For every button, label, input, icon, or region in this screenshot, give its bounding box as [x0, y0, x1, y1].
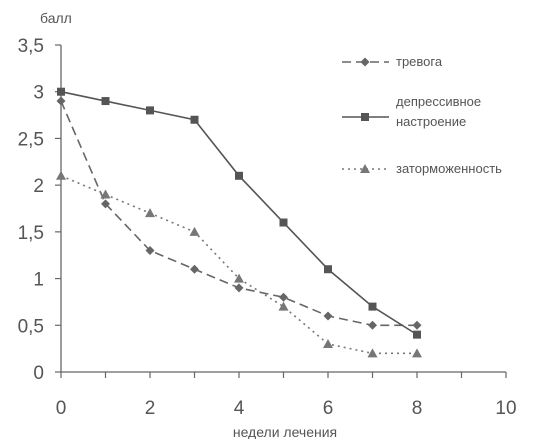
data-point-marker — [146, 106, 154, 115]
data-point-marker — [413, 330, 421, 339]
y-tick-label: 0,5 — [18, 316, 44, 337]
legend: тревога депрессивное настроение заторможенн… — [342, 54, 502, 176]
data-point-marker — [56, 96, 66, 106]
legend-item-2: депрессивное настроение — [342, 94, 481, 129]
y-axis-title: балл — [40, 10, 72, 26]
data-point-marker — [57, 87, 65, 96]
series-1 — [56, 96, 422, 330]
data-point-marker — [368, 320, 377, 330]
data-point-marker — [235, 171, 243, 180]
data-point-marker — [323, 338, 333, 348]
data-point-marker — [145, 246, 155, 256]
legend-label: настроение — [396, 114, 466, 129]
legend-swatch-marker — [361, 113, 369, 121]
y-tick-label: 0 — [33, 363, 44, 384]
legend-item-3: заторможенность — [342, 161, 502, 176]
y-tick-label: 3,5 — [18, 36, 44, 57]
data-point-marker — [100, 189, 111, 199]
tick-labels: 0 0,5 1 1,5 2 2,5 3 3,5 0 2 4 6 8 10 — [18, 36, 517, 419]
x-tick-label: 2 — [145, 398, 156, 419]
legend-item-1: тревога — [342, 54, 443, 69]
data-point-marker — [234, 273, 244, 283]
legend-swatch-marker — [360, 164, 370, 173]
x-tick-label: 0 — [56, 398, 67, 419]
data-point-marker — [279, 292, 288, 302]
data-point-marker — [145, 208, 155, 218]
legend-label: заторможенность — [396, 161, 502, 176]
data-point-marker — [101, 97, 110, 106]
series-layer — [56, 87, 422, 358]
data-point-marker — [412, 320, 422, 330]
x-tick-label: 4 — [234, 398, 245, 419]
y-tick-label: 2,5 — [18, 129, 44, 150]
series-2 — [57, 87, 421, 339]
data-point-marker — [101, 199, 110, 209]
y-tick-label: 1,5 — [18, 223, 44, 244]
data-point-marker — [279, 218, 288, 227]
data-point-marker — [323, 311, 333, 321]
legend-swatch-marker — [360, 57, 370, 67]
data-point-marker — [278, 301, 289, 311]
data-point-marker — [189, 226, 200, 236]
y-tick-label: 3 — [33, 83, 44, 104]
data-point-marker — [190, 115, 199, 124]
x-tick-label: 10 — [495, 398, 516, 419]
x-tick-label: 8 — [412, 398, 423, 419]
data-point-marker — [412, 348, 422, 358]
data-point-marker — [56, 170, 66, 180]
legend-label: депрессивное — [396, 94, 481, 109]
y-tick-label: 1 — [33, 270, 44, 291]
data-point-marker — [368, 302, 377, 311]
data-point-marker — [190, 264, 199, 274]
x-tick-label: 6 — [323, 398, 334, 419]
legend-label: тревога — [396, 54, 443, 69]
series-line — [60, 175, 417, 355]
data-point-marker — [234, 283, 244, 293]
data-point-marker — [367, 348, 378, 358]
x-axis-title: недели лечения — [233, 424, 337, 439]
series-3 — [56, 170, 422, 358]
series-line — [60, 90, 418, 336]
data-point-marker — [324, 265, 332, 274]
y-tick-label: 2 — [33, 176, 44, 197]
